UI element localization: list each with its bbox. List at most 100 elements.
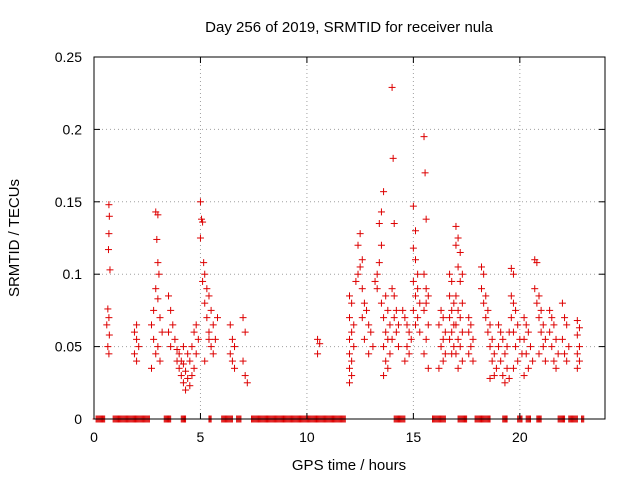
data-point	[346, 292, 353, 300]
data-point	[465, 314, 473, 322]
data-point	[133, 357, 141, 365]
chart-title: Day 256 of 2019, SRMTID for receiver nul…	[205, 19, 493, 36]
data-point	[196, 234, 204, 242]
data-point	[165, 292, 173, 300]
data-point	[573, 317, 581, 325]
data-point	[184, 350, 192, 358]
data-point	[439, 314, 447, 322]
data-point	[380, 343, 388, 351]
data-point	[201, 270, 209, 278]
data-point	[454, 234, 462, 242]
data-point	[356, 230, 364, 238]
data-point	[358, 285, 366, 293]
data-point	[348, 328, 356, 336]
data-point	[386, 321, 394, 329]
data-point	[486, 321, 494, 329]
data-point	[458, 299, 466, 307]
data-point	[105, 230, 113, 238]
data-point	[503, 343, 511, 351]
data-point	[420, 350, 428, 358]
y-tick-label: 0.25	[55, 49, 82, 65]
data-point	[409, 277, 417, 285]
data-point	[226, 350, 234, 358]
data-point	[499, 335, 507, 343]
data-point	[190, 328, 198, 336]
data-point	[346, 350, 353, 358]
data-point	[103, 321, 111, 329]
data-point	[446, 292, 454, 300]
data-point	[203, 314, 211, 322]
data-point	[405, 350, 413, 358]
data-point	[561, 314, 569, 322]
data-point	[446, 335, 454, 343]
data-point	[316, 340, 324, 348]
data-point	[482, 314, 490, 322]
data-point	[354, 270, 362, 278]
data-point	[375, 220, 383, 228]
data-point	[454, 306, 462, 314]
x-tick-label: 10	[299, 429, 315, 445]
data-point	[548, 314, 556, 322]
data-point	[514, 321, 522, 329]
data-point	[350, 343, 358, 351]
data-point	[369, 343, 377, 351]
data-point	[416, 299, 424, 307]
plot-frame	[93, 56, 606, 420]
data-point	[346, 364, 353, 372]
data-point	[346, 379, 353, 387]
data-points	[103, 83, 583, 394]
data-point	[192, 321, 200, 329]
data-point	[211, 335, 219, 343]
data-point	[190, 364, 198, 372]
data-point	[358, 314, 366, 322]
data-point	[243, 379, 251, 387]
data-point	[154, 295, 162, 303]
x-axis-title: GPS time / hours	[292, 457, 406, 474]
data-point	[409, 244, 417, 252]
data-point	[480, 299, 488, 307]
data-point	[509, 364, 517, 372]
data-point	[386, 350, 394, 358]
data-point	[533, 259, 541, 267]
data-point	[497, 357, 505, 365]
data-point	[147, 364, 155, 372]
data-point	[213, 314, 221, 322]
data-point	[380, 314, 388, 322]
data-point	[194, 335, 202, 343]
data-point	[456, 277, 464, 285]
data-point	[452, 222, 460, 230]
data-point	[561, 350, 569, 358]
y-tick-label: 0	[74, 411, 82, 427]
data-point	[526, 343, 534, 351]
data-point	[535, 292, 543, 300]
data-point	[205, 292, 213, 300]
data-point	[422, 299, 430, 307]
data-point	[539, 343, 547, 351]
data-point	[465, 350, 473, 358]
data-point	[509, 299, 517, 307]
data-point	[169, 321, 177, 329]
x-tick-label: 20	[512, 429, 528, 445]
data-point	[414, 270, 422, 278]
data-point	[456, 248, 464, 256]
data-point	[422, 215, 430, 223]
data-point	[537, 328, 545, 336]
x-tick-label: 15	[406, 429, 422, 445]
data-point	[135, 343, 143, 351]
data-point	[537, 306, 545, 314]
y-tick-label: 0.05	[55, 339, 82, 355]
data-point	[484, 328, 492, 336]
data-point	[520, 335, 528, 343]
data-point	[171, 335, 179, 343]
data-point	[469, 335, 477, 343]
data-point	[563, 357, 571, 365]
data-point	[441, 328, 449, 336]
data-point	[358, 256, 366, 264]
data-point	[412, 256, 420, 264]
data-point	[384, 364, 392, 372]
data-point	[133, 335, 141, 343]
data-point	[390, 314, 398, 322]
data-point	[501, 379, 509, 387]
data-point	[514, 357, 522, 365]
data-point	[173, 357, 181, 365]
